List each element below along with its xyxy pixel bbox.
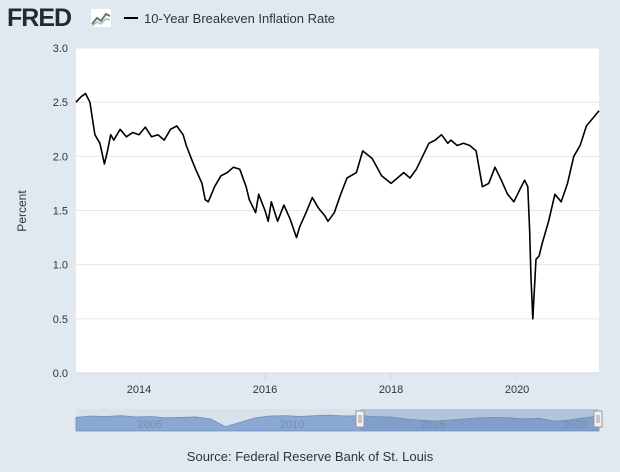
source-note: Source: Federal Reserve Bank of St. Loui… (186, 449, 434, 464)
fred-logo-chart-icon (90, 8, 112, 28)
y-tick-label: 3.0 (53, 43, 68, 55)
x-tick-label: 2016 (253, 384, 277, 396)
x-tick-label: 2018 (379, 384, 403, 396)
navigator-label: 2020 (563, 419, 587, 431)
navigator-handle-left[interactable] (355, 410, 365, 428)
y-tick-label: 1.5 (53, 206, 68, 218)
legend[interactable]: 10-Year Breakeven Inflation Rate (124, 8, 335, 28)
navigator-handle-right[interactable] (593, 410, 603, 428)
navigator-labels: 2005 2010 2015 2020 (138, 419, 587, 431)
navigator-label: 2005 (138, 419, 162, 431)
navigator-label: 2015 (421, 419, 445, 431)
x-tick-label: 2014 (127, 384, 151, 396)
fred-logo[interactable]: FRED (7, 4, 72, 32)
y-tick-label: 1.0 (53, 260, 68, 272)
y-axis-ticks: 0.0 0.5 1.0 1.5 2.0 2.5 3.0 (53, 43, 68, 380)
y-tick-label: 2.0 (53, 151, 68, 163)
navigator-selection[interactable] (360, 409, 598, 431)
chart-header: FRED 10-Year Breakeven Inflation Rate (0, 0, 620, 38)
legend-swatch (124, 17, 138, 19)
navigator-label: 2010 (280, 419, 304, 431)
x-tick-label: 2020 (505, 384, 529, 396)
legend-label: 10-Year Breakeven Inflation Rate (144, 10, 336, 26)
chart: 0.0 0.5 1.0 1.5 2.0 2.5 3.0 2014 2016 2018 2020 P… (15, 43, 603, 432)
x-axis-ticks: 2014 2016 2018 2020 (76, 372, 599, 396)
y-tick-label: 0.5 (53, 314, 68, 326)
y-tick-label: 2.5 (53, 97, 68, 109)
series-line (75, 92, 600, 320)
y-tick-label: 0.0 (53, 368, 68, 380)
navigator-area (75, 414, 600, 432)
y-axis-label: Percent (15, 190, 29, 232)
navigator[interactable]: 2005 2010 2015 2020 (75, 409, 603, 432)
